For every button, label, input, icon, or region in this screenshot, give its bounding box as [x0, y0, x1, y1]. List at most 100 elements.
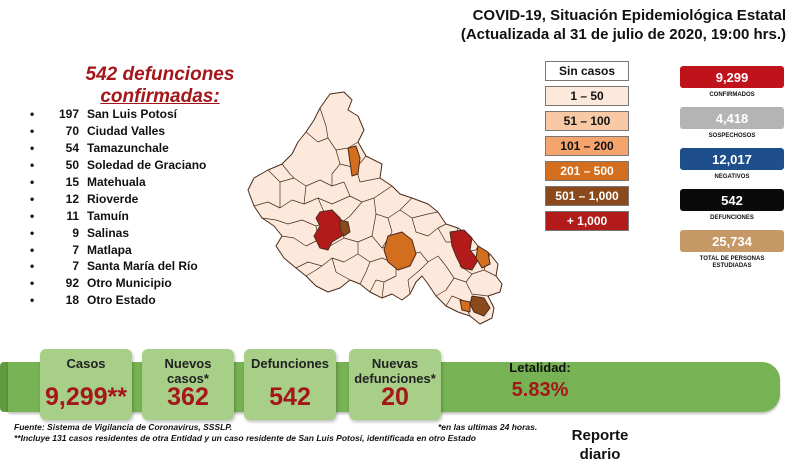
- municipality-name: Matehuala: [87, 175, 146, 189]
- legend-item: 201 – 500: [545, 161, 629, 181]
- death-count: 70: [65, 124, 79, 139]
- death-count: 197: [58, 107, 79, 122]
- list-item: • 18 Otro Estado: [30, 292, 260, 309]
- municipality-name: Ciudad Valles: [87, 124, 166, 139]
- list-item: • 15 Matehuala: [30, 174, 260, 191]
- legend-item: 501 – 1,000: [545, 186, 629, 206]
- municipality-name: Tamazunchale: [87, 141, 169, 156]
- death-count: 92: [65, 276, 79, 291]
- legend-item: 51 – 100: [545, 111, 629, 131]
- municipality-rioverde: [383, 231, 417, 271]
- municipality-name: Salinas: [87, 225, 130, 240]
- list-item: • 12 Rioverde: [30, 190, 260, 207]
- bullet: •: [30, 208, 35, 223]
- death-count: 7: [72, 242, 79, 257]
- municipality-soledad: [339, 219, 351, 237]
- death-count: 50: [65, 158, 79, 173]
- nuevas-defunciones-box: Nuevas defunciones* 20: [349, 349, 441, 420]
- report-line-2: diario: [579, 446, 621, 463]
- letalidad-label: Letalidad:: [509, 360, 571, 375]
- map-legend: Sin casos 1 – 50 51 – 100 101 – 200 201 …: [545, 61, 629, 236]
- deaths-heading-line-2: confirmadas:: [100, 86, 220, 107]
- death-count: 9: [72, 225, 79, 240]
- list-item: • 9 Salinas: [30, 224, 260, 241]
- stats-panel: 9,299 CONFIRMADOS 4,418 SOSPECHOSOS 12,0…: [680, 66, 784, 278]
- casos-label: Casos: [66, 356, 106, 371]
- nuevos-casos-value: 362: [167, 383, 209, 411]
- title-line-1: COVID-19, Situación Epidemiológica Estat…: [472, 7, 786, 24]
- footnote-2: **Incluye 131 casos residentes de otra E…: [14, 432, 476, 443]
- deaths-heading-line-1: 542 defunciones: [85, 64, 235, 85]
- deaths-heading: 542 defunciones confirmadas:: [60, 64, 260, 108]
- death-count: 54: [65, 141, 79, 156]
- stat-label: CONFIRMADOS: [709, 92, 755, 98]
- bullet: •: [30, 259, 35, 274]
- title-line-2: (Actualizada al 31 de julio de 2020, 19:…: [460, 26, 786, 43]
- list-item: • 54 Tamazunchale: [30, 140, 260, 157]
- bullet: •: [30, 242, 35, 257]
- municipality-matehuala: [347, 145, 361, 177]
- municipality-name: Otro Municipio: [87, 276, 172, 291]
- stat-label: SOSPECHOSOS: [708, 133, 756, 139]
- bullet: •: [30, 158, 35, 173]
- municipality-name: Rioverde: [87, 191, 139, 206]
- municipality-name: Soledad de Graciano: [87, 158, 207, 173]
- bullet: •: [30, 191, 35, 206]
- bullet: •: [30, 225, 35, 240]
- page-title: COVID-19, Situación Epidemiológica Estat…: [461, 6, 786, 44]
- casos-box: Casos 9,299**: [40, 349, 132, 420]
- list-item: • 92 Otro Municipio: [30, 275, 260, 292]
- nuevos-casos-label: Nuevos casos*: [164, 356, 212, 386]
- report-label: Reporte diario: [560, 426, 640, 464]
- nuevas-defunciones-value: 20: [381, 383, 409, 411]
- footnote-1: *en las ultimas 24 horas.: [438, 422, 538, 432]
- municipality-name: San Luis Potosí: [87, 107, 178, 122]
- list-item: • 7 Santa María del Río: [30, 258, 260, 275]
- death-count: 7: [72, 259, 79, 274]
- source-note: Fuente: Sistema de Vigilancia de Coronav…: [14, 422, 233, 432]
- nuevos-casos-box: Nuevos casos* 362: [142, 349, 234, 420]
- report-line-1: Reporte: [571, 427, 629, 444]
- footnotes: Fuente: Sistema de Vigilancia de Coronav…: [14, 422, 514, 443]
- legend-item: Sin casos: [545, 61, 629, 81]
- death-count: 15: [65, 175, 79, 189]
- death-count: 12: [65, 191, 79, 206]
- state-map: [247, 91, 503, 325]
- legend-item: 101 – 200: [545, 136, 629, 156]
- stat-value: 9,299: [680, 66, 784, 88]
- municipality-ciudad-valles: [449, 229, 479, 271]
- casos-value: 9,299**: [44, 383, 128, 411]
- stat-label: DEFUNCIONES: [710, 215, 754, 221]
- list-item: • 11 Tamuín: [30, 207, 260, 224]
- bullet: •: [30, 293, 35, 308]
- municipality-tamuin: [475, 245, 491, 269]
- stat-label: NEGATIVOS: [714, 174, 750, 180]
- bullet: •: [30, 175, 35, 189]
- list-item: • 197 San Luis Potosí: [30, 106, 260, 123]
- list-item: • 50 Soledad de Graciano: [30, 157, 260, 174]
- legend-item: + 1,000: [545, 211, 629, 231]
- legend-item: 1 – 50: [545, 86, 629, 106]
- stat-value: 4,418: [680, 107, 784, 129]
- defunciones-value: 542: [269, 383, 311, 411]
- municipality-name: Otro Estado: [87, 293, 156, 308]
- municipality-name: Santa María del Río: [87, 259, 198, 274]
- stat-value: 25,734: [680, 230, 784, 252]
- municipality-name: Matlapa: [87, 242, 132, 257]
- stat-value: 12,017: [680, 148, 784, 170]
- letalidad-block: Letalidad: 5.83%: [470, 360, 610, 402]
- defunciones-box: Defunciones 542: [244, 349, 336, 420]
- municipality-name: Tamuín: [87, 208, 129, 223]
- municipality-list: • 197 San Luis Potosí • 70 Ciudad Valles…: [30, 106, 260, 309]
- bullet: •: [30, 141, 35, 156]
- municipality-matlapa: [459, 299, 471, 313]
- bullet: •: [30, 107, 35, 122]
- bullet: •: [30, 124, 35, 139]
- death-count: 11: [66, 208, 79, 223]
- death-count: 18: [65, 293, 79, 308]
- stat-value: 542: [680, 189, 784, 211]
- letalidad-value: 5.83%: [511, 379, 569, 401]
- list-item: • 7 Matlapa: [30, 241, 260, 258]
- defunciones-label: Defunciones: [250, 356, 329, 371]
- municipality-san-luis-potosi: [313, 209, 347, 251]
